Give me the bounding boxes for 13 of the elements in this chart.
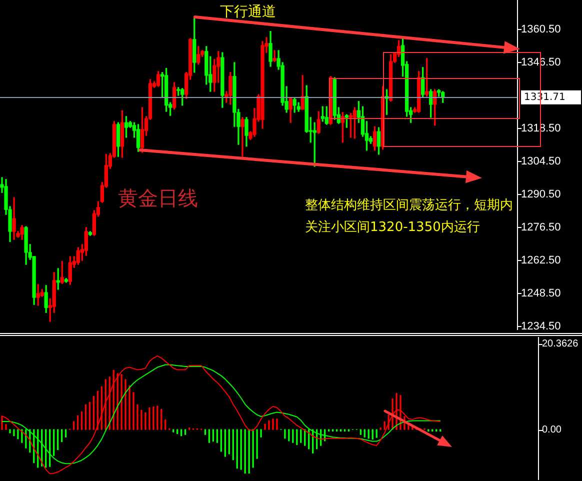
y-tick-label: 1262.50 [521,254,561,266]
y-tick-label: 1360.50 [521,23,561,36]
annotation: 下行通道 [220,4,276,20]
y-tick-label: 1248.50 [521,287,561,300]
y-tick-label: 0.00 [542,424,562,436]
y-tick-label: 20.3626 [542,338,579,350]
annotation: 关注小区间1320-1350内运行 [305,220,480,235]
y-tick-label: 1234.50 [521,320,561,332]
y-tick-label: 1276.50 [521,221,561,234]
y-tick-label: 1304.50 [521,155,561,168]
y-tick-label: 1290.50 [521,188,561,200]
annotation: 黄金日线 [118,186,198,210]
annotation: 整体结构维持区间震荡运行，短期内 [305,198,513,213]
